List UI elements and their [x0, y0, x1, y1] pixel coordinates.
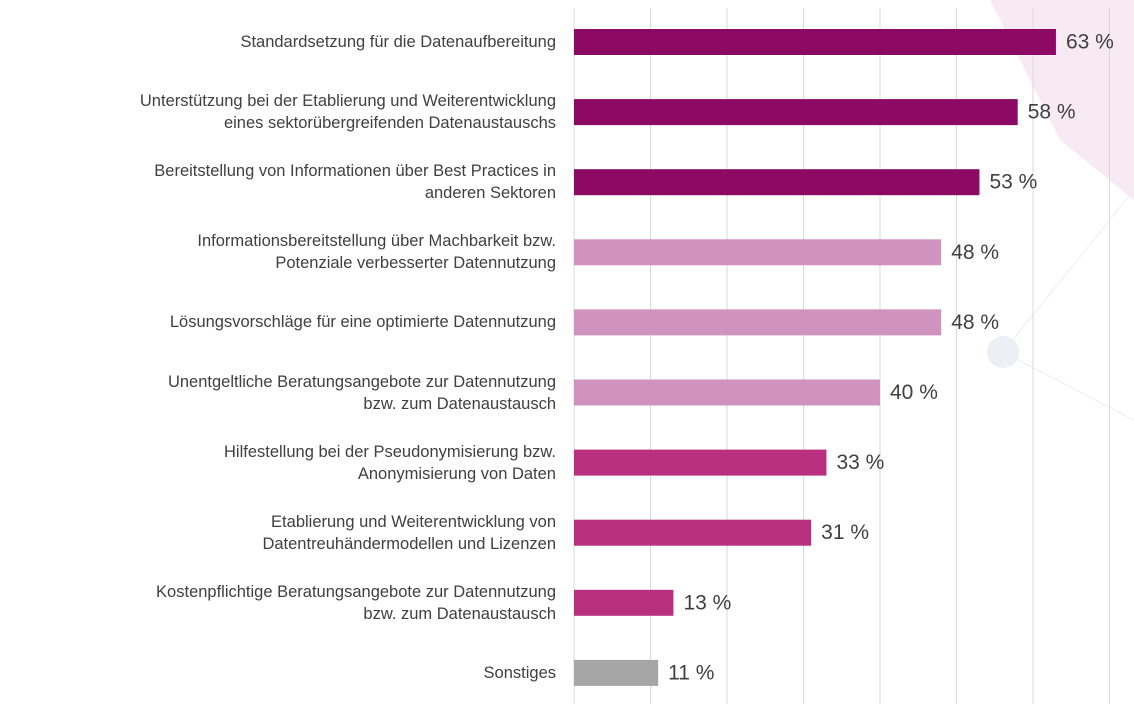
category-label: Standardsetzung für die Datenaufbereitun…: [240, 33, 556, 51]
value-label: 58 %: [1028, 101, 1076, 124]
category-label: Sonstiges: [483, 663, 556, 682]
category-label: Unentgeltliche Beratungsangebote zur Dat…: [167, 372, 556, 413]
category-label: Etablierung und Weiterentwicklung von Da…: [262, 512, 556, 553]
value-label: 40 %: [890, 381, 938, 404]
bar: [574, 99, 1018, 126]
value-label: 48 %: [951, 241, 999, 264]
value-label: 11 %: [668, 661, 714, 684]
value-label: 13 %: [683, 591, 731, 614]
bar: [574, 309, 942, 336]
bar: [574, 449, 827, 476]
background-line: [1002, 351, 1134, 421]
category-label: Unterstützung bei der Etablierung und We…: [139, 92, 556, 133]
bar: [574, 519, 812, 546]
value-label: 33 %: [836, 451, 884, 474]
bar: [574, 29, 1056, 55]
bar: [574, 379, 880, 406]
bar: [574, 659, 659, 686]
category-label: Lösungsvorschläge für eine optimierte Da…: [169, 313, 556, 332]
value-label: 31 %: [821, 521, 869, 544]
background-line: [1002, 189, 1134, 353]
category-label: Hilfestellung bei der Pseudonymisierung …: [223, 442, 556, 483]
bar: [574, 239, 942, 266]
bar: [574, 169, 980, 196]
category-label: Bereitstellung von Informationen über Be…: [154, 162, 556, 203]
value-label: 48 %: [951, 311, 999, 334]
category-label: Kostenpflichtige Beratungsangebote zur D…: [156, 582, 556, 623]
category-label: Informationsbereitstellung über Machbark…: [197, 232, 556, 273]
bar: [574, 589, 674, 616]
value-label: 53 %: [989, 171, 1037, 194]
value-label: 63 %: [1066, 31, 1114, 54]
